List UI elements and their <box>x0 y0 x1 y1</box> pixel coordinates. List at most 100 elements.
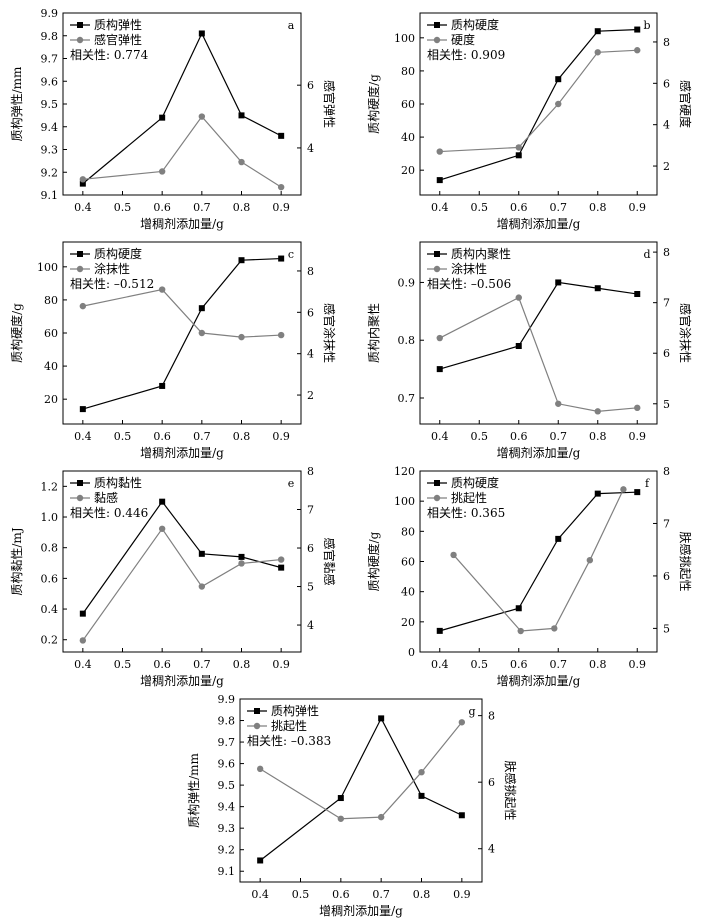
panel-letter: g <box>468 705 475 718</box>
data-point-circle <box>158 286 166 293</box>
data-point-square <box>594 285 601 292</box>
x-tick-label: 0.9 <box>629 201 647 214</box>
series-line-2 <box>82 115 282 188</box>
y-tick-label: 9.7 <box>41 53 59 66</box>
data-point-square <box>79 406 86 413</box>
panel-letter: a <box>288 19 295 32</box>
x-tick-label: 0.5 <box>114 658 132 671</box>
x-axis-label: 增稠剂添加量/g <box>140 445 224 460</box>
y-tick-label: 9.4 <box>218 801 236 814</box>
legend-marker-circle <box>76 494 84 502</box>
y-tick-label: 80 <box>44 294 58 307</box>
y-tick-label: 0.8 <box>41 542 59 555</box>
legend-marker-square <box>77 251 83 257</box>
x-tick-label: 0.6 <box>153 430 171 443</box>
y-axis-label: 质构弹性/mm <box>9 66 24 141</box>
series-line-2 <box>82 527 282 641</box>
data-point-square <box>418 792 425 799</box>
y2-tick-label: 8 <box>663 246 670 259</box>
x-tick-label: 0.6 <box>510 430 528 443</box>
x-tick-label: 0.5 <box>292 888 310 901</box>
y-tick-label: 0.4 <box>41 603 59 616</box>
data-point-circle <box>79 176 87 183</box>
legend-label: 涂抹性 <box>94 261 130 276</box>
legend-label: 质构黏性 <box>94 475 142 490</box>
data-point-circle <box>79 637 87 644</box>
y2-tick-label: 6 <box>488 776 495 789</box>
x-tick-label: 0.6 <box>510 658 528 671</box>
data-point-circle <box>634 404 641 412</box>
legend-label: 涂抹性 <box>451 261 487 276</box>
x-tick-label: 0.7 <box>193 658 211 671</box>
data-point-square <box>278 132 285 139</box>
y2-tick-label: 8 <box>307 265 314 278</box>
data-point-square <box>257 857 264 864</box>
data-point-circle <box>620 486 627 493</box>
y2-tick-label: 6 <box>307 542 314 555</box>
data-point-square <box>79 610 86 617</box>
y2-tick-label: 8 <box>488 710 495 723</box>
data-point-circle <box>586 556 594 564</box>
data-point-square <box>238 257 245 264</box>
y2-axis-label: 感官涂抹性 <box>322 303 337 363</box>
correlation-label: 相关性: 0.365 <box>427 506 505 520</box>
y-axis-label: 质构黏性/mJ <box>9 527 24 595</box>
legend-marker-square <box>434 22 440 28</box>
data-point-circle <box>555 100 562 108</box>
y-tick-label: 20 <box>401 164 415 177</box>
data-point-circle <box>436 334 443 342</box>
y2-tick-label: 4 <box>307 348 314 361</box>
legend-marker-circle <box>433 36 441 44</box>
y2-tick-label: 6 <box>663 570 670 583</box>
x-tick-label: 0.8 <box>589 430 607 443</box>
y-axis-label: 质构硬度/g <box>366 74 381 134</box>
x-tick-label: 0.5 <box>114 430 132 443</box>
y-tick-label: 60 <box>44 327 58 340</box>
data-point-circle <box>458 719 466 726</box>
legend-marker-circle <box>433 265 441 273</box>
y-tick-label: 9.9 <box>218 693 236 706</box>
y-tick-label: 60 <box>401 98 415 111</box>
y2-tick-label: 8 <box>663 36 670 49</box>
x-tick-label: 0.4 <box>431 658 449 671</box>
legend-marker-square <box>254 708 260 714</box>
series-line-1 <box>439 281 638 370</box>
y-tick-label: 60 <box>401 556 415 569</box>
data-point-circle <box>517 627 524 635</box>
data-point-square <box>198 550 205 557</box>
y-tick-label: 0.6 <box>41 572 59 585</box>
y-axis-label: 质构弹性/mm <box>186 752 201 827</box>
y2-tick-label: 5 <box>663 622 670 635</box>
y-axis-label: 质构内聚性 <box>366 303 381 363</box>
y2-tick-label: 4 <box>488 843 495 856</box>
data-point-circle <box>551 625 558 632</box>
panel-letter: b <box>643 19 650 32</box>
data-point-circle <box>198 583 206 590</box>
data-point-square <box>378 715 385 722</box>
x-tick-label: 0.6 <box>153 658 171 671</box>
x-tick-label: 0.4 <box>251 888 269 901</box>
x-tick-label: 0.7 <box>550 658 568 671</box>
correlation-label: 相关性: –0.383 <box>247 734 331 748</box>
data-point-circle <box>198 113 206 120</box>
x-tick-label: 0.7 <box>550 201 568 214</box>
legend-marker-square <box>77 480 83 486</box>
data-point-square <box>515 605 522 612</box>
legend-marker-square <box>434 251 440 257</box>
x-tick-label: 0.9 <box>272 658 290 671</box>
chart-panel-e: 0.4 0.5 0.6 0.7 0.8 0.9 0.2 0.4 0.6 0.8 1.0 1.2 4 5 6 7… <box>9 465 337 688</box>
panel-letter: e <box>288 477 295 490</box>
x-tick-label: 0.9 <box>453 888 471 901</box>
plot-frame <box>62 470 302 653</box>
y2-tick-label: 2 <box>307 389 314 402</box>
legend-label: 感官弹性 <box>94 32 142 47</box>
data-point-square <box>198 30 205 37</box>
data-point-circle <box>158 168 166 175</box>
x-tick-label: 0.9 <box>272 201 290 214</box>
legend-marker-square <box>434 480 440 486</box>
y2-tick-label: 6 <box>307 306 314 319</box>
data-point-square <box>458 812 465 819</box>
y-tick-label: 20 <box>401 616 415 629</box>
data-point-circle <box>277 183 285 191</box>
